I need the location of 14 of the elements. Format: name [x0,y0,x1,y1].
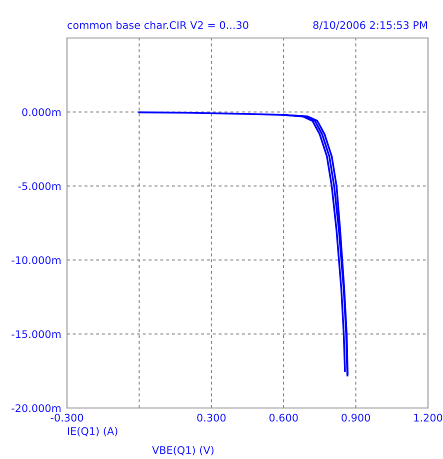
x-tick-label: 0.900 [342,414,370,422]
x-tick-label: 0.300 [197,414,226,422]
text: 8/10/2006 2:15:53 PM [313,21,427,30]
y-tick-label: 0.000m [22,108,61,116]
x-axis-title: VBE(Q1) (V) [152,446,214,456]
x-tick-label: 1.200 [414,414,442,422]
x-tick-label: 0.600 [269,414,298,422]
x-tick-label: -0.300 [50,414,84,422]
text: IE(Q1) (A) [68,426,118,436]
y-tick-label: -5.000m [18,182,61,190]
chart-subtitle: common base char.CIR V2 = 0...30 [68,20,248,30]
y-tick-label: -10.000m [12,256,61,264]
y-tick-label: -15.000m [12,330,61,338]
y-tick-label: -20.000m [12,404,61,412]
